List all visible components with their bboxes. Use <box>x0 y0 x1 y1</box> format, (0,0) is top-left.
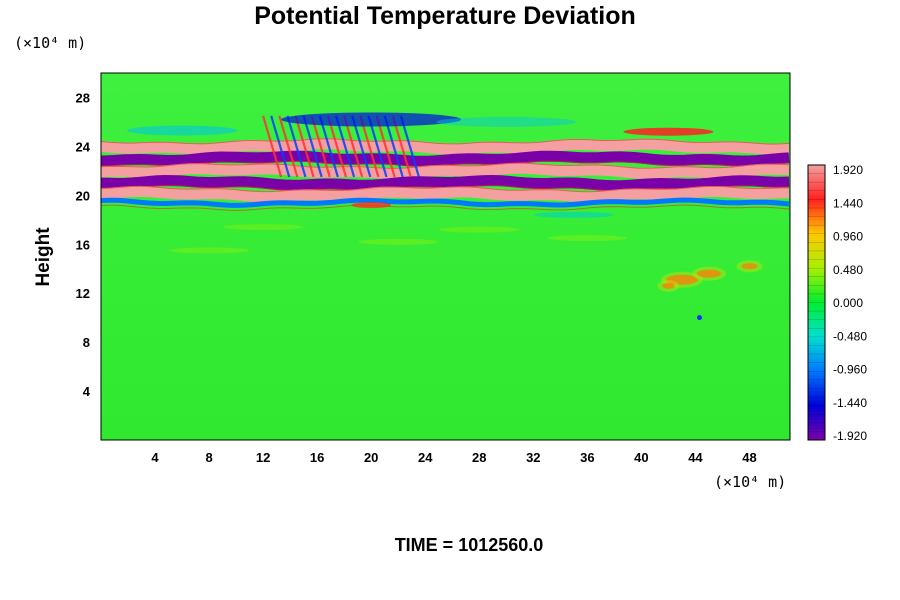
colorbar-tick-label: -0.480 <box>833 329 867 343</box>
wave-stripe <box>262 115 283 178</box>
weak-anomaly <box>358 238 439 245</box>
wave-stripe <box>399 115 420 178</box>
warm-anomaly <box>665 274 698 285</box>
warm-halo <box>691 266 726 281</box>
y-tick-label: 16 <box>76 237 90 252</box>
warm-halo <box>736 260 763 273</box>
y-tick-label: 8 <box>83 335 90 350</box>
warm-anomaly <box>623 127 714 136</box>
colorbar-tick-label: 1.440 <box>833 196 863 210</box>
heatmap-band-edge <box>100 162 790 169</box>
y-axis-ticks: 4 8 12 16 20 24 28 <box>76 90 91 399</box>
x-tick-label: 16 <box>310 450 324 465</box>
cool-anomaly <box>533 211 614 218</box>
wave-stripe <box>326 115 348 178</box>
wave-stripe <box>318 115 339 178</box>
warm-anomaly <box>696 269 721 278</box>
time-label: TIME = 1012560.0 <box>395 535 544 555</box>
heatmap-bands <box>100 138 790 211</box>
cold-anomaly <box>696 315 702 321</box>
weak-anomaly <box>439 226 520 233</box>
heatmap-band <box>100 174 790 192</box>
heatmap-band <box>100 162 790 179</box>
warm-anomaly <box>351 202 392 209</box>
y-tick-label: 12 <box>76 286 90 301</box>
warm-anomaly <box>662 282 675 289</box>
warm-halo <box>657 279 680 292</box>
colorbar-tick-label: 0.000 <box>833 296 863 310</box>
x-tick-label: 28 <box>472 450 486 465</box>
heatmap-band <box>100 150 790 167</box>
heatmap-band-edge <box>100 185 789 193</box>
wave-stripe <box>310 115 331 178</box>
heatmap-plot-area <box>100 72 791 441</box>
wave-stripe <box>286 115 307 178</box>
cool-anomaly <box>436 116 577 127</box>
y-unit-label: (×10⁴ m) <box>14 34 86 52</box>
y-tick-label: 28 <box>76 90 90 105</box>
x-unit-label: (×10⁴ m) <box>714 473 786 491</box>
heatmap-band-edge <box>100 204 790 211</box>
weak-anomaly <box>223 224 304 231</box>
plot-frame <box>100 72 791 441</box>
colorbar-tick-label: 0.960 <box>833 230 863 244</box>
x-tick-label: 44 <box>688 450 703 465</box>
colorbar-tick-label: -0.960 <box>833 363 867 377</box>
x-tick-label: 48 <box>742 450 756 465</box>
chart-title: Potential Temperature Deviation <box>254 2 636 30</box>
x-tick-label: 40 <box>634 450 648 465</box>
x-tick-label: 24 <box>418 450 433 465</box>
x-tick-label: 20 <box>364 450 378 465</box>
x-tick-label: 4 <box>151 450 159 465</box>
heatmap-features <box>127 112 763 321</box>
wave-stripe <box>278 115 299 178</box>
weak-anomaly <box>169 247 250 254</box>
cool-anomaly <box>127 125 238 136</box>
y-tick-label: 20 <box>76 188 90 203</box>
heatmap-band-edge <box>100 138 790 145</box>
weak-anomaly <box>547 235 628 242</box>
colorbar-levels <box>808 164 825 432</box>
x-tick-label: 12 <box>256 450 270 465</box>
x-tick-label: 36 <box>580 450 594 465</box>
colorbar-tick-label: 1.920 <box>833 163 863 177</box>
y-axis-label: Height <box>33 227 54 287</box>
y-tick-label: 24 <box>76 139 91 154</box>
heatmap-band <box>100 138 790 155</box>
heatmap-band <box>100 197 790 208</box>
x-axis-ticks: 4 8 12 16 20 24 28 32 36 40 44 48 <box>151 450 756 465</box>
x-tick-label: 32 <box>526 450 540 465</box>
wave-stripe <box>302 115 323 178</box>
cold-anomaly <box>281 112 462 127</box>
colorbar-tick-label: 0.480 <box>833 263 863 277</box>
colorbar-labels: 1.920 1.440 0.960 0.480 0.000 -0.480 -0.960 -1.… <box>833 163 867 443</box>
wave-stripe <box>270 115 291 178</box>
colorbar: 1.920 1.440 0.960 0.480 0.000 -0.480 -0.960 -1.… <box>807 163 867 443</box>
warm-anomaly <box>741 263 758 270</box>
y-tick-label: 4 <box>83 384 91 399</box>
wave-stripe <box>294 115 315 178</box>
colorbar-tick-label: -1.920 <box>833 429 867 443</box>
x-tick-label: 8 <box>205 450 212 465</box>
colorbar-tick-label: -1.440 <box>833 396 867 410</box>
heatmap-band <box>100 185 789 203</box>
